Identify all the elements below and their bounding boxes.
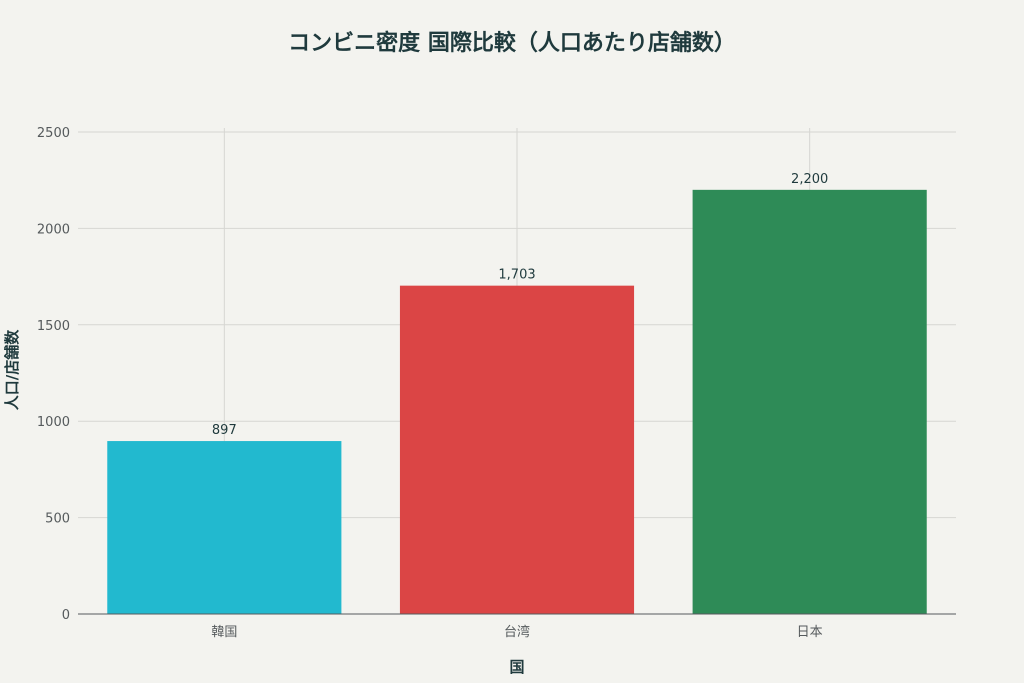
- x-tick-label: 台湾: [504, 624, 530, 640]
- y-axis-title: 人口/店舗数: [3, 329, 21, 410]
- y-tick-label: 1500: [37, 319, 70, 334]
- bar-value-label: 1,703: [498, 268, 535, 283]
- x-tick-label: 韓国: [211, 625, 237, 640]
- bar-1: [107, 441, 342, 614]
- chart-title: コンビニ密度 国際比較（人口あたり店舗数）: [288, 30, 736, 56]
- bar-2: [399, 285, 635, 614]
- y-tick-label: 0: [62, 608, 70, 623]
- x-tick-label: 日本: [797, 625, 823, 640]
- bar-value-label: 897: [212, 423, 237, 438]
- y-tick-label: 1000: [37, 415, 70, 430]
- x-axis-title: 国: [509, 658, 524, 676]
- y-axis-ticks: 0 500 1000 1500 2000 2500: [37, 126, 70, 623]
- bar-value-label: 2,200: [791, 172, 828, 187]
- bars: [107, 189, 927, 614]
- y-tick-label: 2000: [37, 222, 70, 237]
- x-axis-ticks: 韓国 台湾 日本: [211, 624, 822, 640]
- y-tick-label: 500: [45, 512, 70, 527]
- bar-3: [692, 189, 927, 614]
- data-labels: 897 1,703 2,200: [212, 172, 828, 438]
- y-tick-label: 2500: [37, 126, 70, 141]
